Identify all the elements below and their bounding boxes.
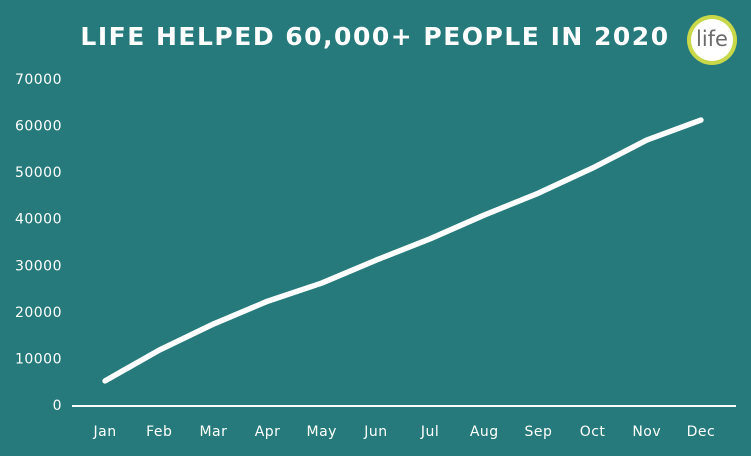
logo-text: life (696, 27, 728, 51)
x-tick-label: Jan (93, 424, 117, 440)
chart-title: LIFE HELPED 60,000+ PEOPLE IN 2020 (80, 22, 669, 51)
y-tick-label: 0 (53, 398, 62, 414)
x-tick-label: Jul (420, 424, 439, 440)
x-tick-label: Dec (687, 424, 716, 440)
y-tick-label: 40000 (15, 212, 62, 228)
x-tick-label: Feb (146, 424, 172, 440)
y-tick-label: 10000 (15, 351, 62, 367)
logo: life (687, 15, 737, 65)
x-tick-label: Nov (632, 424, 661, 440)
x-tick-label: Aug (470, 424, 499, 440)
x-tick-label: Oct (580, 424, 606, 440)
logo-disc (691, 19, 733, 61)
x-tick-label: Jun (363, 424, 387, 440)
x-tick-label: May (307, 424, 337, 440)
x-tick-label: Mar (199, 424, 227, 440)
y-tick-label: 30000 (15, 258, 62, 274)
y-tick-label: 60000 (15, 119, 62, 135)
y-tick-label: 70000 (15, 72, 62, 88)
x-tick-label: Apr (255, 424, 281, 440)
data-line (102, 117, 704, 384)
x-tick-label: Sep (524, 424, 552, 440)
y-tick-label: 50000 (15, 165, 62, 181)
y-tick-label: 20000 (15, 305, 62, 321)
